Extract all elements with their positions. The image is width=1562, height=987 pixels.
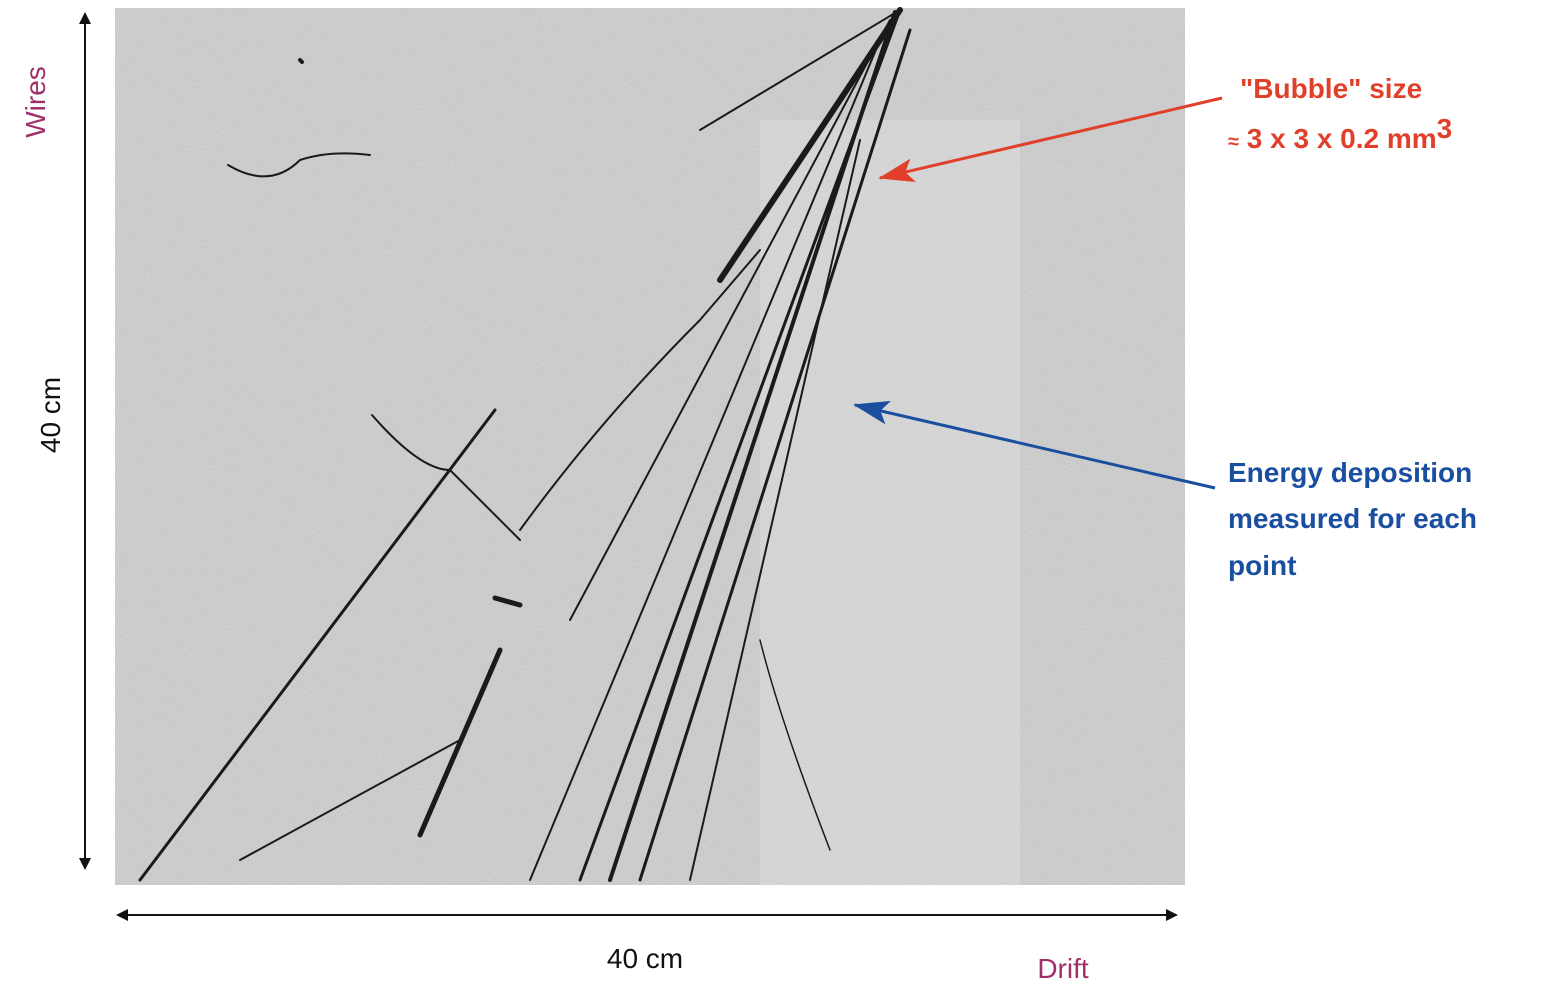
page: Wires 40 cm 40 cm Drift "Bubble" size ≈ …: [0, 0, 1562, 987]
approx: ≈: [1228, 131, 1239, 153]
detector-image: [115, 8, 1185, 885]
annotation-text: point: [1228, 550, 1296, 581]
superscript: 3: [1437, 113, 1453, 144]
axis-name: Wires: [20, 66, 51, 138]
annotation-text: "Bubble" size: [1240, 73, 1422, 104]
axis-length: 40 cm: [607, 943, 683, 974]
annotation-text: 3 x 3 x 0.2 mm: [1247, 123, 1437, 154]
annotation-text: ≈ 3 x 3 x 0.2 mm3: [1228, 113, 1452, 154]
annotation-text: Energy deposition: [1228, 457, 1472, 488]
annotation-text: measured for each: [1228, 503, 1477, 534]
axis-name: Drift: [1037, 953, 1089, 984]
axis-length: 40 cm: [35, 377, 66, 453]
